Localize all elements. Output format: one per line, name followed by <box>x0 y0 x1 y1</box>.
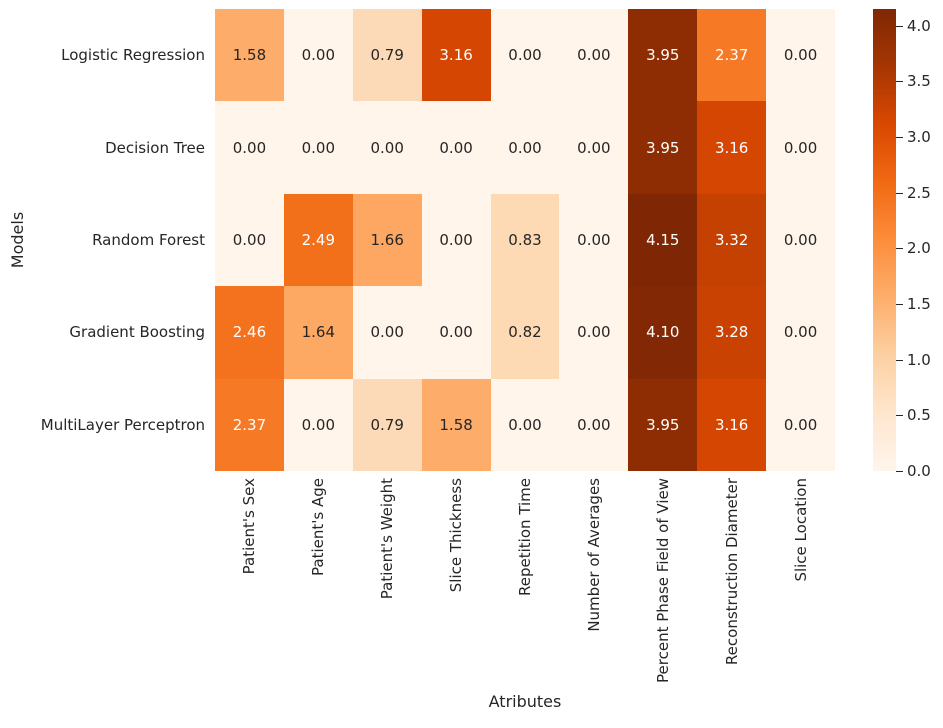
x-tick-label: Number of Averages <box>584 478 603 632</box>
heatmap-grid: 1.58 0.00 0.79 3.16 0.00 0.00 3.95 2.37 0.00 0.00… <box>215 9 835 471</box>
heatmap-cell: 0.00 <box>559 378 629 471</box>
heatmap-cell: 0.00 <box>559 9 629 102</box>
colorbar-tick-mark <box>896 471 903 472</box>
colorbar-tick-mark <box>896 81 903 83</box>
colorbar-tick-label: 0.0 <box>907 462 931 480</box>
heatmap-cell: 0.00 <box>766 101 835 194</box>
heatmap-cell: 1.58 <box>215 9 284 102</box>
heatmap-cell: 3.16 <box>697 101 767 194</box>
colorbar-tick-label: 3.5 <box>907 72 931 91</box>
heatmap-cell: 1.64 <box>283 286 353 379</box>
heatmap-cell: 0.00 <box>559 286 629 379</box>
x-tick-label: Repetition Time <box>516 478 534 596</box>
heatmap-cell: 3.95 <box>628 378 698 471</box>
colorbar-tick-label: 2.0 <box>907 239 931 258</box>
heatmap-cell: 0.00 <box>421 286 491 379</box>
heatmap-cell: 3.28 <box>697 286 767 379</box>
heatmap-cell: 0.00 <box>421 193 491 287</box>
colorbar-tick-mark <box>896 137 903 139</box>
heatmap-cell: 0.82 <box>490 286 560 379</box>
heatmap-cell: 2.37 <box>697 9 767 102</box>
heatmap-cell: 0.00 <box>283 9 353 102</box>
colorbar-tick-label: 2.5 <box>907 183 931 202</box>
heatmap-cell: 0.00 <box>766 9 835 102</box>
colorbar: 0.0 0.5 1.0 1.5 2.0 2.5 3.0 3.5 4.0 <box>873 9 931 480</box>
colorbar-tick-label: 1.5 <box>907 295 931 313</box>
heatmap-cell: 2.46 <box>215 286 284 379</box>
colorbar-tick-mark <box>896 248 903 250</box>
y-tick-label: Logistic Regression <box>61 46 205 65</box>
x-tick-label: Patient's Sex <box>240 478 259 575</box>
heatmap-cell: 1.66 <box>352 193 422 287</box>
heatmap-cell: 0.79 <box>352 9 422 102</box>
heatmap-cell: 0.00 <box>490 9 560 102</box>
heatmap-cell: 0.00 <box>766 193 835 287</box>
colorbar-tick-mark <box>896 192 903 194</box>
heatmap-cell: 0.00 <box>283 378 353 471</box>
heatmap-cell: 0.00 <box>766 286 835 379</box>
y-tick-label: MultiLayer Perceptron <box>40 415 205 434</box>
heatmap-cell: 2.37 <box>215 378 284 471</box>
heatmap-cell: 0.00 <box>215 193 284 287</box>
colorbar-tick-mark <box>896 415 903 417</box>
heatmap-cell: 0.83 <box>490 193 560 287</box>
heatmap-cell: 0.00 <box>283 101 353 194</box>
heatmap-cell: 3.32 <box>697 193 767 287</box>
x-tick-label: Percent Phase Field of View <box>653 478 672 683</box>
x-axis-label: Atributes <box>488 692 562 711</box>
heatmap-cell: 0.00 <box>421 101 491 194</box>
heatmap-cell: 0.00 <box>559 193 629 287</box>
colorbar-tick-mark <box>896 304 903 305</box>
heatmap-cell: 1.58 <box>421 378 491 471</box>
heatmap-cell: 0.00 <box>215 101 284 194</box>
heatmap-cell: 0.79 <box>352 378 422 471</box>
colorbar-tick-mark <box>896 359 903 361</box>
x-tick-label: Patient's Weight <box>378 478 397 600</box>
heatmap-cell: 3.16 <box>421 9 491 102</box>
colorbar-tick-label: 0.5 <box>907 406 931 425</box>
heatmap-cell: 0.00 <box>490 101 560 194</box>
heatmap-cell: 3.95 <box>628 9 698 102</box>
heatmap-cell: 0.00 <box>352 101 422 194</box>
x-tick-label: Slice Location <box>791 478 810 582</box>
colorbar-tick-label: 1.0 <box>907 350 931 369</box>
colorbar-tick-mark <box>896 25 903 27</box>
x-tick-label: Reconstruction Diameter <box>722 478 741 666</box>
heatmap-cell: 0.00 <box>352 286 422 379</box>
heatmap-cell: 4.10 <box>628 286 698 379</box>
colorbar-tick-label: 3.0 <box>907 128 931 147</box>
heatmap-cell: 0.00 <box>490 378 560 471</box>
colorbar-gradient <box>873 9 896 471</box>
y-tick-label: Gradient Boosting <box>69 323 205 342</box>
x-tick-label: Slice Thickness <box>447 478 466 593</box>
y-tick-label: Decision Tree <box>105 138 205 157</box>
y-tick-label: Random Forest <box>92 231 205 249</box>
heatmap-cell: 3.95 <box>628 101 698 194</box>
heatmap-cell: 2.49 <box>283 193 353 287</box>
heatmap-cell: 0.00 <box>559 101 629 194</box>
heatmap-cell: 3.16 <box>697 378 767 471</box>
heatmap-cell: 0.00 <box>766 378 835 471</box>
colorbar-tick-label: 4.0 <box>907 16 931 35</box>
x-tick-label: Patient's Age <box>309 478 328 576</box>
heatmap-cell: 4.15 <box>628 193 698 287</box>
